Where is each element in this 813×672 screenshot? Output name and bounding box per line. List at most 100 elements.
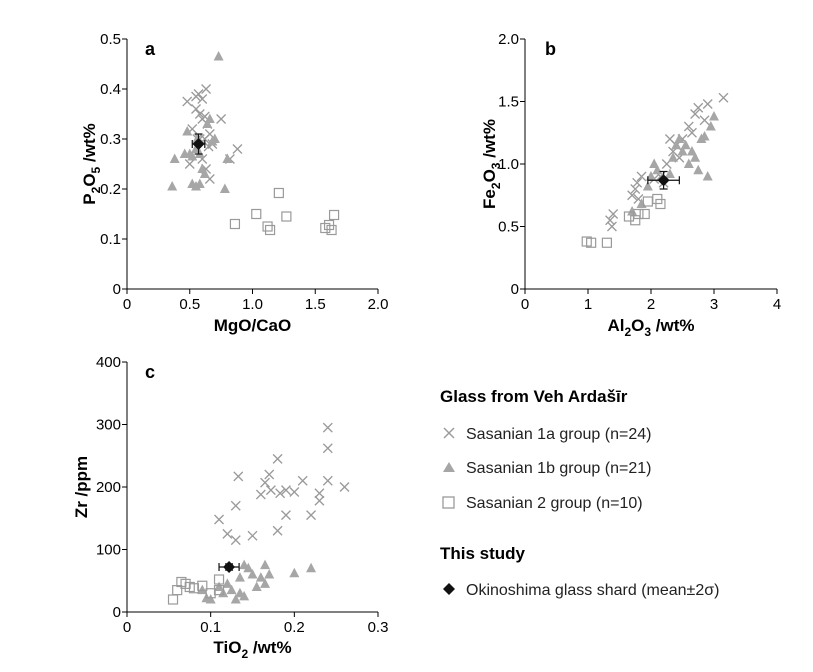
x-tick-label: 3 (710, 296, 718, 313)
point-cross (230, 500, 241, 511)
legend-title-this-study: This study (440, 544, 526, 563)
point-cross (232, 144, 243, 154)
y-axis-label: Fe2O3 /wt% (480, 119, 503, 209)
point-triangle (204, 113, 215, 123)
y-tick-label: 100 (96, 542, 121, 559)
x-tick-label: 0 (123, 619, 131, 636)
y-tick-label: 0.3 (100, 131, 121, 148)
point-square (601, 237, 613, 248)
point-square (205, 588, 216, 599)
point-cross (255, 489, 266, 500)
point-triangle (187, 151, 198, 161)
point-triangle (251, 581, 262, 591)
legend-label-1a: Sasanian 1a group (n=24) (466, 426, 651, 443)
point-cross (322, 443, 333, 454)
point-cross (222, 528, 233, 539)
point-triangle (649, 158, 660, 168)
point-cross (191, 104, 201, 114)
x-tick-label: 1.5 (305, 296, 326, 313)
point-cross (230, 535, 241, 546)
point-triangle (199, 168, 210, 178)
y-tick-label: 2.0 (498, 31, 519, 48)
point-square (633, 208, 644, 220)
point-triangle (239, 590, 250, 601)
panel-a-chart: a 0 0.5 1.0 1.5 2.0 0 0.1 0.2 0.3 0.4 0.5 MgO/CaO P2… (80, 31, 388, 335)
point-triangle (642, 181, 653, 191)
point-cross (265, 485, 276, 496)
point-triangle (705, 121, 716, 131)
point-square (328, 209, 340, 221)
panel-b-tick-labels: 0 1 2 3 4 0 0.5 1.0 1.5 2.0 Al2O3 /wt% Fe2O3 /wt% (480, 31, 781, 339)
point-cross (322, 422, 333, 433)
panel-c-data-marks (167, 422, 350, 605)
point-triangle (230, 594, 241, 604)
point-cross (690, 109, 701, 119)
x-axis-label: Al2O3 /wt% (607, 316, 694, 339)
point-square (630, 215, 641, 226)
mean-diamond (192, 138, 205, 150)
point-cross (627, 190, 638, 201)
x-tick-label: 2.0 (368, 296, 389, 313)
panel-c-letter: c (145, 362, 155, 382)
point-cross (314, 495, 325, 506)
x-tick-label: 1.0 (242, 296, 263, 313)
panel-b-axes (520, 38, 778, 294)
point-triangle (683, 158, 694, 168)
point-triangle (167, 181, 178, 191)
point-triangle (247, 569, 258, 579)
point-cross (632, 177, 643, 188)
point-square (273, 187, 284, 199)
point-cross (605, 215, 616, 226)
point-triangle (693, 164, 704, 175)
point-cross (272, 525, 283, 536)
panel-c-chart: c 0 0.1 0.2 0.3 0 100 200 300 400 TiO2 /wt% Zr /pp… (72, 354, 388, 661)
point-cross (699, 115, 710, 126)
panel-b-letter: b (545, 39, 556, 59)
x-axis-label: TiO2 /wt% (213, 638, 291, 661)
point-square (320, 222, 331, 234)
legend-title-veh-ardasir: Glass from Veh Ardašīr (440, 387, 628, 406)
point-triangle (690, 152, 701, 162)
point-cross (194, 109, 205, 119)
point-cross (193, 89, 204, 99)
panel-a-axes (122, 38, 379, 294)
point-triangle (219, 183, 230, 193)
panel-c-axes (122, 361, 379, 617)
y-tick-label: 200 (96, 479, 121, 496)
y-axis-label: Zr /ppm (72, 456, 91, 518)
panel-c-tick-labels: 0 0.1 0.2 0.3 0 100 200 300 400 TiO2 /wt% Zr /ppm (72, 354, 388, 661)
x-tick-label: 4 (773, 296, 781, 313)
y-tick-label: 0 (511, 281, 519, 298)
y-tick-label: 0 (113, 281, 121, 298)
x-axis-label: MgO/CaO (214, 316, 291, 335)
point-triangle (194, 148, 205, 158)
x-tick-label: 0.1 (200, 619, 221, 636)
point-triangle (289, 567, 300, 578)
point-cross (297, 475, 308, 486)
point-triangle (169, 153, 180, 163)
y-tick-label: 1.5 (498, 94, 519, 111)
point-triangle (668, 152, 679, 162)
point-square (639, 208, 650, 220)
point-cross (608, 209, 619, 219)
point-cross (216, 114, 227, 124)
point-triangle (202, 118, 213, 128)
x-tick-label: 1 (584, 296, 592, 313)
point-triangle (205, 594, 216, 604)
point-triangle (702, 171, 713, 181)
point-square (213, 574, 225, 585)
point-cross (275, 488, 286, 499)
point-cross (683, 121, 694, 132)
point-square (251, 208, 262, 220)
point-triangle (664, 168, 675, 178)
point-triangle (197, 584, 208, 595)
point-triangle (213, 51, 224, 61)
point-triangle (226, 584, 237, 595)
point-square (188, 583, 200, 594)
point-cross (686, 127, 697, 138)
point-triangle (699, 131, 710, 141)
point-square (655, 198, 666, 210)
point-square (326, 224, 337, 236)
point-cross (289, 487, 300, 497)
